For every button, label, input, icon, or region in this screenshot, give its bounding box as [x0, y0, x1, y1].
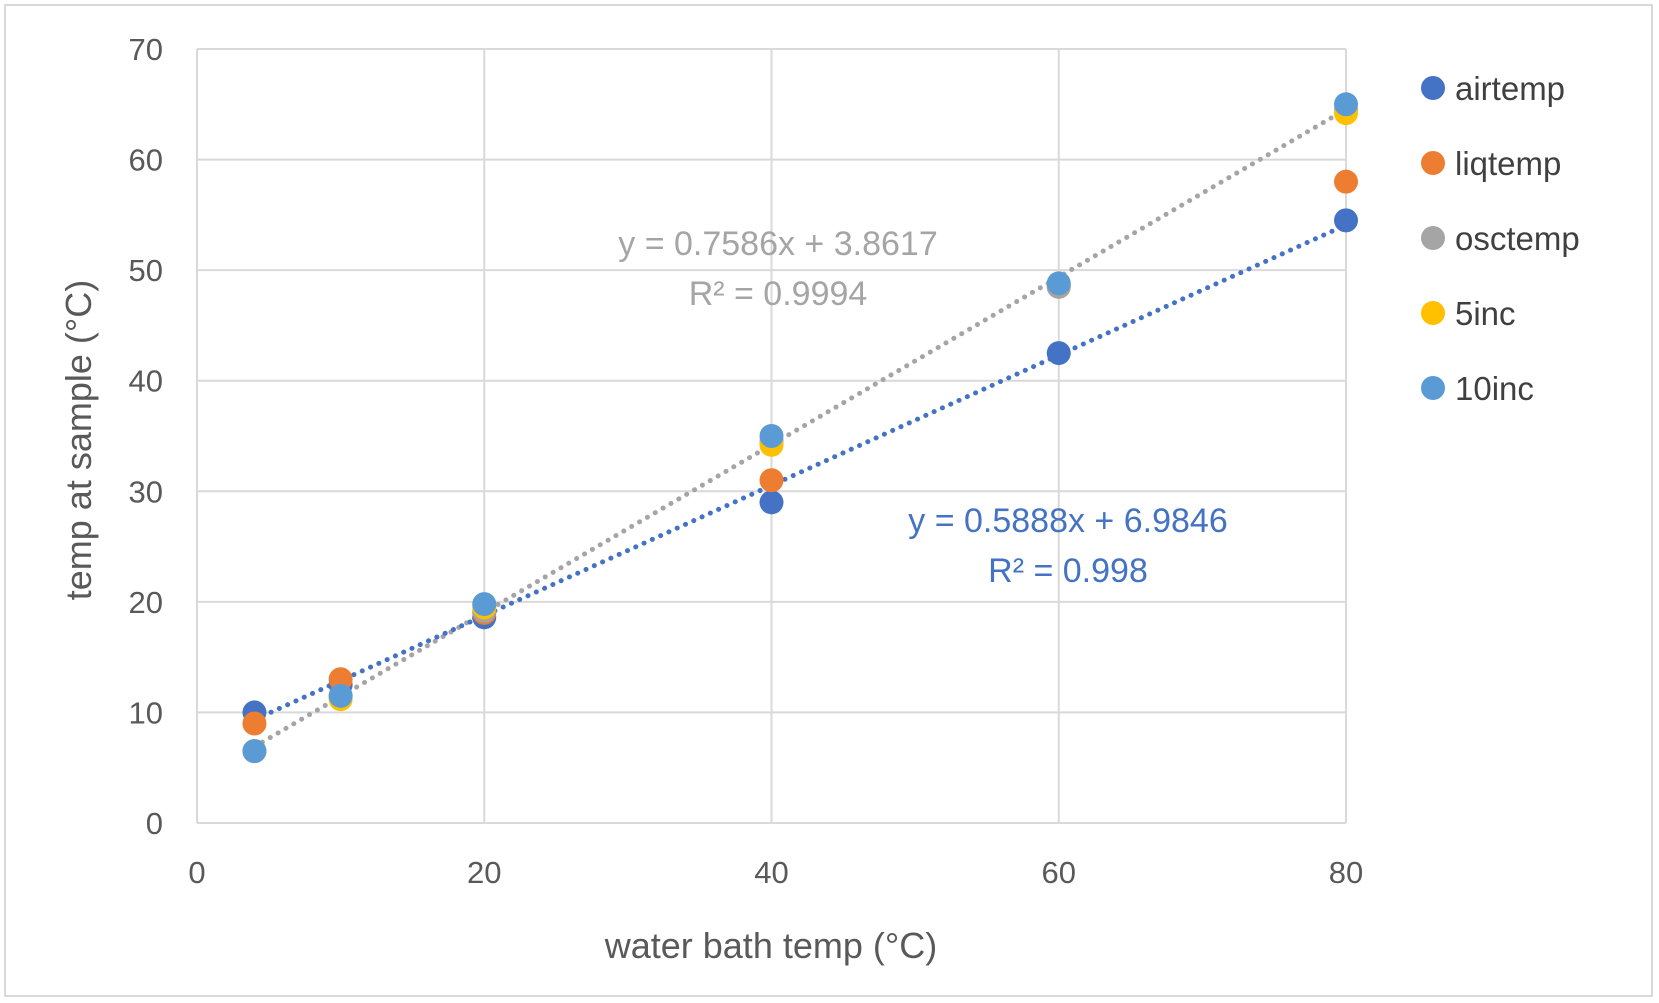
y-tick-label: 40	[129, 364, 163, 399]
x-axis-title: water bath temp (°C)	[604, 925, 938, 966]
point-10inc	[759, 424, 784, 448]
gridlines	[196, 48, 1347, 824]
point-airtemp	[1334, 208, 1358, 233]
y-tick-label: 10	[129, 695, 163, 730]
legend-label-liqtemp: liqtemp	[1455, 145, 1561, 182]
trendline-r2-airtemp: R² = 0.998	[988, 552, 1148, 590]
chart-frame	[4, 4, 1653, 997]
trendline-equation-osctemp: y = 0.7586x + 3.8617	[618, 225, 937, 263]
legend-marker-10inc	[1421, 376, 1445, 400]
trendlines	[251, 106, 1349, 750]
x-tick-label: 0	[188, 855, 205, 890]
legend-label-osctemp: osctemp	[1455, 220, 1580, 257]
legend-marker-osctemp	[1421, 226, 1445, 250]
trendline-r2-osctemp: R² = 0.9994	[689, 275, 868, 313]
x-tick-label: 20	[467, 855, 501, 890]
legend-label-5inc: 5inc	[1455, 295, 1516, 332]
legend-marker-airtemp	[1421, 76, 1445, 100]
legend-label-10inc: 10inc	[1455, 370, 1534, 407]
x-tick-label: 80	[1329, 855, 1363, 890]
y-tick-label: 0	[146, 806, 163, 841]
tick-labels: 0 10 20 30 40 50 60 70 0 20 40 60 80	[129, 32, 1364, 890]
point-10inc	[328, 683, 353, 708]
y-tick-label: 30	[129, 474, 163, 509]
legend-marker-liqtemp	[1421, 151, 1445, 175]
trendline-airtemp	[251, 222, 1349, 723]
trendline-equation-airtemp: y = 0.5888x + 6.9846	[908, 502, 1227, 540]
point-airtemp	[1046, 341, 1071, 366]
data-points	[242, 92, 1358, 764]
legend: airtemp liqtemp osctemp 5inc 10inc	[1421, 70, 1580, 407]
point-10inc	[1334, 92, 1358, 117]
y-tick-label: 60	[129, 143, 163, 178]
point-liqtemp	[1334, 169, 1358, 194]
point-liqtemp	[328, 667, 353, 692]
x-tick-label: 40	[754, 855, 788, 890]
legend-label-airtemp: airtemp	[1455, 70, 1565, 107]
point-airtemp	[759, 490, 784, 515]
y-axis-title: temp at sample (°C)	[58, 280, 99, 600]
point-10inc	[242, 739, 267, 764]
point-10inc	[1046, 271, 1071, 296]
point-liqtemp	[242, 711, 267, 736]
trendline-osctemp	[251, 106, 1349, 750]
y-tick-label: 20	[129, 585, 163, 620]
x-tick-label: 60	[1042, 855, 1076, 890]
point-liqtemp	[759, 468, 784, 493]
y-tick-label: 70	[129, 32, 163, 67]
legend-marker-5inc	[1421, 301, 1445, 325]
y-tick-label: 50	[129, 253, 163, 288]
point-10inc	[472, 592, 497, 617]
